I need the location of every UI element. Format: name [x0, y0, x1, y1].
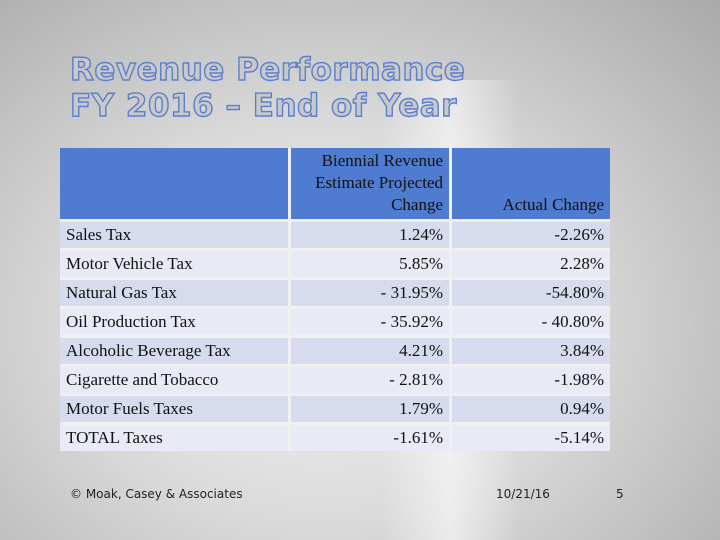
row-label: Oil Production Tax	[60, 306, 291, 337]
title-line: FY 2016 – End of Year	[69, 87, 457, 124]
table-body: Sales Tax 1.24% -2.26% Motor Vehicle Tax 5.8…	[60, 219, 610, 451]
row-label: Alcoholic Beverage Tax	[60, 335, 291, 366]
table-row: Alcoholic Beverage Tax 4.21% 3.84%	[60, 335, 610, 366]
cell-value: - 35.92%	[289, 306, 452, 337]
row-label: Sales Tax	[60, 219, 291, 250]
title-line: Revenue Performance	[69, 51, 466, 88]
row-label: Natural Gas Tax	[60, 277, 291, 308]
cell-value: - 31.95%	[289, 277, 452, 308]
cell-value: 1.79%	[289, 393, 452, 424]
revenue-table: Biennial Revenue Estimate Projected Chan…	[60, 148, 610, 451]
table-row: Motor Vehicle Tax 5.85% 2.28%	[60, 248, 610, 279]
cell-value: 4.21%	[289, 335, 452, 366]
cell-value: -1.98%	[450, 364, 610, 395]
date: 10/21/16	[496, 487, 550, 501]
cell-value: -54.80%	[450, 277, 610, 308]
table-row: Cigarette and Tobacco - 2.81% -1.98%	[60, 364, 610, 395]
row-label: Cigarette and Tobacco	[60, 364, 291, 395]
cell-value: 5.85%	[289, 248, 452, 279]
cell-value: - 40.80%	[450, 306, 610, 337]
table-head: Biennial Revenue Estimate Projected Chan…	[60, 148, 610, 221]
row-label: Motor Fuels Taxes	[60, 393, 291, 424]
cell-value: 2.28%	[450, 248, 610, 279]
table-row: Motor Fuels Taxes 1.79% 0.94%	[60, 393, 610, 424]
cell-value: 0.94%	[450, 393, 610, 424]
cell-value: 3.84%	[450, 335, 610, 366]
cell-value: 1.24%	[289, 219, 452, 250]
row-label: Motor Vehicle Tax	[60, 248, 291, 279]
copyright: © Moak, Casey & Associates	[70, 487, 243, 501]
title: Revenue Performance FY 2016 – End of Yea…	[69, 51, 466, 124]
header-row: Biennial Revenue Estimate Projected Chan…	[60, 148, 610, 221]
table-row: TOTAL Taxes -1.61% -5.14%	[60, 422, 610, 451]
cell-value: - 2.81%	[289, 364, 452, 395]
header-cell: Biennial Revenue Estimate Projected Chan…	[289, 148, 452, 221]
table-row: Oil Production Tax - 35.92% - 40.80%	[60, 306, 610, 337]
table-row: Natural Gas Tax - 31.95% -54.80%	[60, 277, 610, 308]
header-cell: Actual Change	[450, 148, 610, 221]
table-row: Sales Tax 1.24% -2.26%	[60, 219, 610, 250]
page-number: 5	[616, 487, 624, 501]
cell-value: -5.14%	[450, 422, 610, 451]
header-cell	[60, 148, 291, 221]
cell-value: -2.26%	[450, 219, 610, 250]
row-label: TOTAL Taxes	[60, 422, 291, 451]
cell-value: -1.61%	[289, 422, 452, 451]
